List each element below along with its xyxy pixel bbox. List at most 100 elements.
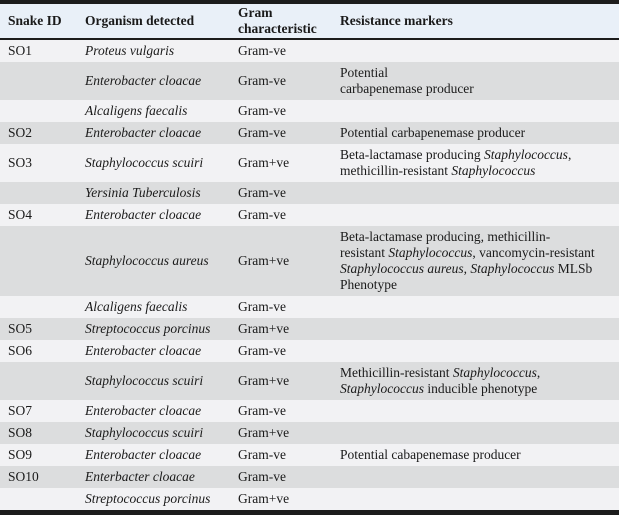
snake-id-cell bbox=[0, 362, 85, 400]
gram-characteristic-cell: Gram-ve bbox=[238, 100, 340, 122]
resistance-text-italic: Staphylococcus bbox=[483, 147, 568, 162]
table-row: Yersinia Tuberculosis Gram-ve bbox=[0, 182, 619, 204]
resistance-text-italic: Staphylococcus bbox=[340, 381, 424, 396]
gram-characteristic-cell: Gram-ve bbox=[238, 340, 340, 362]
snake-id-cell: SO3 bbox=[0, 144, 85, 182]
header-row: Snake ID Organism detected Gram characte… bbox=[0, 4, 619, 40]
resistance-markers-cell bbox=[340, 182, 619, 204]
gram-characteristic-cell: Gram-ve bbox=[238, 39, 340, 62]
table-row: Alcaligens faecalis Gram-ve bbox=[0, 296, 619, 318]
table-row: SO3 Staphylococcus scuiri Gram+ve Beta-lact… bbox=[0, 144, 619, 182]
organism-cell: Enterobacter cloacae bbox=[85, 400, 238, 422]
resistance-markers-cell: Potential cabapenemase producer bbox=[340, 444, 619, 466]
snake-id-cell bbox=[0, 296, 85, 318]
table-row: SO4 Enterobacter cloacae Gram-ve bbox=[0, 204, 619, 226]
resistance-text: , bbox=[463, 261, 471, 276]
snake-id-cell: SO9 bbox=[0, 444, 85, 466]
resistance-markers-cell bbox=[340, 318, 619, 340]
resistance-text: , vancomycin-resistant bbox=[472, 245, 595, 260]
organism-cell: Enterobacter cloacae bbox=[85, 62, 238, 100]
resistance-markers-cell: Beta-lactamase producing Staphylococcus,… bbox=[340, 144, 619, 182]
resistance-markers-cell bbox=[340, 100, 619, 122]
snake-id-cell: SO10 bbox=[0, 466, 85, 488]
resistance-text: inducible phenotype bbox=[423, 381, 538, 396]
resistance-text: , methicillin-resistant bbox=[340, 147, 572, 178]
organism-cell: Staphylococcus scuiri bbox=[85, 422, 238, 444]
table-row: SO5 Streptococcus porcinus Gram+ve bbox=[0, 318, 619, 340]
gram-characteristic-cell: Gram-ve bbox=[238, 400, 340, 422]
organism-cell: Enterbacter cloacae bbox=[85, 466, 238, 488]
snake-id-cell: SO6 bbox=[0, 340, 85, 362]
snake-id-cell: SO1 bbox=[0, 39, 85, 62]
table-row: SO8 Staphylococcus scuiri Gram+ve bbox=[0, 422, 619, 444]
table-row: Alcaligens faecalis Gram-ve bbox=[0, 100, 619, 122]
organism-cell: Enterobacter cloacae bbox=[85, 122, 238, 144]
header-gram-characteristic: Gram characteristic bbox=[238, 4, 340, 40]
gram-characteristic-cell: Gram-ve bbox=[238, 444, 340, 466]
gram-characteristic-cell: Gram+ve bbox=[238, 226, 340, 296]
organism-cell: Streptococcus porcinus bbox=[85, 488, 238, 510]
gram-characteristic-cell: Gram-ve bbox=[238, 204, 340, 226]
organism-cell: Enterobacter cloacae bbox=[85, 340, 238, 362]
resistance-markers-cell bbox=[340, 204, 619, 226]
resistance-markers-cell bbox=[340, 466, 619, 488]
table-row: SO7 Enterobacter cloacae Gram-ve bbox=[0, 400, 619, 422]
resistance-markers-cell: Potential carbapenemase producer bbox=[340, 62, 619, 100]
organism-cell: Enterobacter cloacae bbox=[85, 444, 238, 466]
header-snake-id: Snake ID bbox=[0, 4, 85, 40]
resistance-text: Potential carbapenemase producer bbox=[340, 125, 526, 140]
resistance-text-italic: Staphylococcus bbox=[388, 245, 473, 260]
gram-characteristic-cell: Gram+ve bbox=[238, 362, 340, 400]
resistance-markers-cell bbox=[340, 400, 619, 422]
snake-id-cell bbox=[0, 226, 85, 296]
resistance-markers-cell: Potential carbapenemase producer bbox=[340, 122, 619, 144]
gram-characteristic-cell: Gram-ve bbox=[238, 122, 340, 144]
resistance-text-italic: Staphylococcus bbox=[451, 163, 536, 178]
organism-cell: Staphylococcus scuiri bbox=[85, 144, 238, 182]
table-row: Streptococcus porcinus Gram+ve bbox=[0, 488, 619, 510]
snake-id-cell: SO8 bbox=[0, 422, 85, 444]
gram-characteristic-cell: Gram-ve bbox=[238, 182, 340, 204]
table-header: Snake ID Organism detected Gram characte… bbox=[0, 4, 619, 40]
header-resistance-markers: Resistance markers bbox=[340, 4, 619, 40]
table-body: SO1 Proteus vulgaris Gram-ve Enterobacter c… bbox=[0, 39, 619, 510]
resistance-markers-cell bbox=[340, 422, 619, 444]
table-row: Staphylococcus scuiri Gram+ve Methicillin-… bbox=[0, 362, 619, 400]
organism-cell: Alcaligens faecalis bbox=[85, 100, 238, 122]
organism-cell: Alcaligens faecalis bbox=[85, 296, 238, 318]
organism-cell: Proteus vulgaris bbox=[85, 39, 238, 62]
table-row: SO6 Enterobacter cloacae Gram-ve bbox=[0, 340, 619, 362]
resistance-text: Potential carbapenemase producer bbox=[340, 65, 474, 96]
resistance-markers-cell bbox=[340, 39, 619, 62]
organisms-table: Snake ID Organism detected Gram characte… bbox=[0, 4, 619, 510]
organism-cell: Staphylococcus aureus bbox=[85, 226, 238, 296]
table-row: SO10 Enterbacter cloacae Gram-ve bbox=[0, 466, 619, 488]
snake-id-cell: SO4 bbox=[0, 204, 85, 226]
resistance-text: Beta-lactamase producing bbox=[340, 147, 484, 162]
gram-characteristic-cell: Gram+ve bbox=[238, 144, 340, 182]
resistance-text-italic: Staphylococcus bbox=[470, 261, 555, 276]
snake-id-cell: SO5 bbox=[0, 318, 85, 340]
table-row: Enterobacter cloacae Gram-ve Potential car… bbox=[0, 62, 619, 100]
resistance-markers-cell bbox=[340, 296, 619, 318]
organism-cell: Streptococcus porcinus bbox=[85, 318, 238, 340]
organism-cell: Enterobacter cloacae bbox=[85, 204, 238, 226]
resistance-text: , bbox=[536, 365, 541, 380]
snake-id-cell bbox=[0, 182, 85, 204]
resistance-text: Methicillin-resistant bbox=[340, 365, 453, 380]
table-row: SO1 Proteus vulgaris Gram-ve bbox=[0, 39, 619, 62]
resistance-markers-cell bbox=[340, 340, 619, 362]
organism-cell: Yersinia Tuberculosis bbox=[85, 182, 238, 204]
resistance-text: MLSb Phenotype bbox=[340, 261, 593, 292]
snake-id-cell bbox=[0, 100, 85, 122]
header-organism-detected: Organism detected bbox=[85, 4, 238, 40]
resistance-text: Potential cabapenemase producer bbox=[340, 447, 521, 462]
snake-id-cell: SO7 bbox=[0, 400, 85, 422]
snake-id-cell bbox=[0, 488, 85, 510]
gram-characteristic-cell: Gram+ve bbox=[238, 488, 340, 510]
resistance-text-italic: Staphylococcus aureus bbox=[340, 261, 464, 276]
table-row: SO2 Enterobacter cloacae Gram-ve Potential … bbox=[0, 122, 619, 144]
snake-id-cell: SO2 bbox=[0, 122, 85, 144]
resistance-text: Beta-lactamase producing, methicillin- r… bbox=[340, 229, 551, 260]
